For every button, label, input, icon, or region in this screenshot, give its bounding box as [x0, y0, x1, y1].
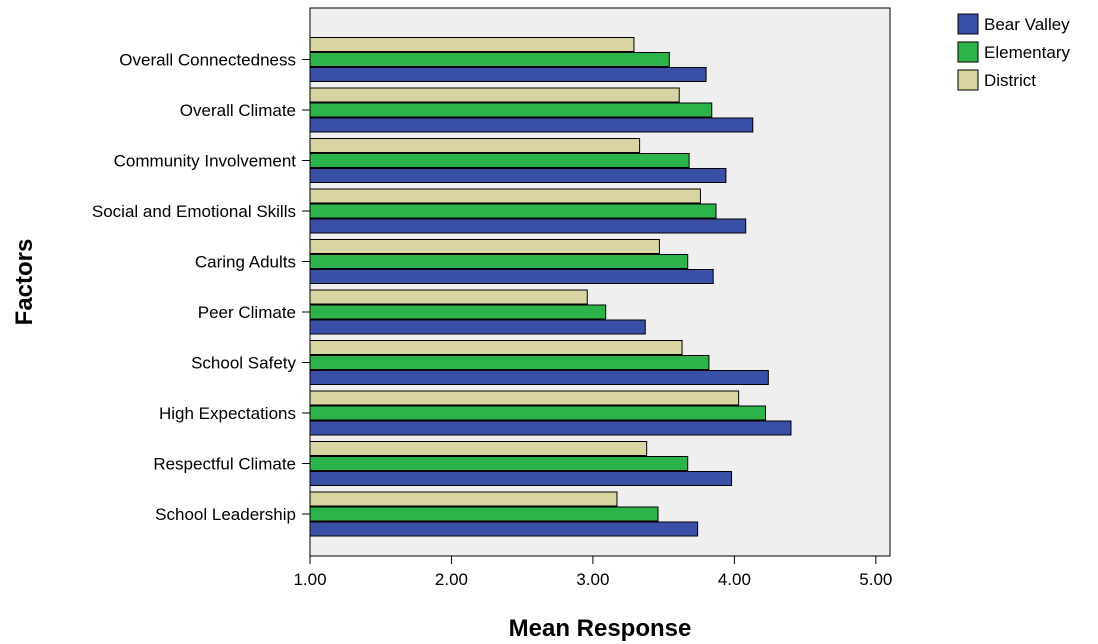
y-tick-label-overall-climate: Overall Climate: [180, 101, 296, 120]
y-axis-title: Factors: [11, 239, 38, 326]
bar-district-caring-adults: [309, 239, 660, 254]
bar-bear-valley-overall-connectedness: [309, 67, 707, 82]
bar-bear-valley-social-and-emotional-skills: [309, 218, 747, 234]
legend: Bear Valley Elementary District: [957, 13, 1070, 91]
y-tick-label-social-and-emotional-skills: Social and Emotional Skills: [92, 202, 296, 221]
bar-bear-valley-peer-climate: [309, 319, 646, 335]
y-axis: Overall Connectedness Overall Climate Comm…: [92, 51, 310, 524]
bar-elementary-respectful-climate: [309, 456, 689, 471]
legend-label-elementary: Elementary: [984, 43, 1070, 62]
bar-bear-valley-caring-adults: [309, 269, 714, 284]
y-tick-label-overall-connectedness: Overall Connectedness: [119, 51, 296, 70]
x-tick-label-1-00: 1.00: [293, 570, 326, 589]
bar-district-overall-connectedness: [309, 37, 635, 52]
bar-elementary-overall-connectedness: [309, 52, 670, 67]
bar-elementary-peer-climate: [309, 304, 607, 320]
bar-district-respectful-climate: [309, 441, 648, 456]
bar-elementary-school-safety: [309, 355, 710, 370]
bar-bear-valley-community-involvement: [309, 168, 727, 183]
bar-bear-valley-high-expectations: [309, 420, 792, 436]
legend-swatch-district: [957, 69, 979, 91]
x-tick-label-3-00: 3.00: [576, 570, 609, 589]
legend-swatch-elementary: [957, 41, 979, 63]
y-tick-label-community-involvement: Community Involvement: [114, 152, 297, 171]
y-tick-label-caring-adults: Caring Adults: [195, 253, 296, 272]
bar-elementary-school-leadership: [309, 506, 659, 522]
bar-bear-valley-respectful-climate: [309, 471, 733, 486]
x-tick-label-4-00: 4.00: [718, 570, 751, 589]
bar-bear-valley-overall-climate: [309, 117, 754, 133]
x-tick-label-2-00: 2.00: [435, 570, 468, 589]
bar-district-social-and-emotional-skills: [309, 188, 701, 204]
legend-label-district: District: [984, 71, 1036, 90]
bar-district-school-safety: [309, 340, 683, 355]
y-tick-label-school-leadership: School Leadership: [155, 505, 296, 524]
y-tick-label-high-expectations: High Expectations: [159, 404, 296, 423]
bar-elementary-overall-climate: [309, 102, 713, 118]
bar-bear-valley-school-safety: [309, 370, 769, 385]
bar-district-community-involvement: [309, 138, 641, 153]
x-axis-title: Mean Response: [509, 615, 692, 642]
y-tick-label-peer-climate: Peer Climate: [198, 303, 296, 322]
legend-label-bear-valley: Bear Valley: [984, 15, 1070, 34]
bar-elementary-social-and-emotional-skills: [309, 203, 717, 219]
x-tick-label-5-00: 5.00: [859, 570, 892, 589]
bar-district-peer-climate: [309, 289, 588, 305]
y-tick-label-school-safety: School Safety: [191, 354, 296, 373]
bars-layer: [309, 37, 792, 537]
bar-district-school-leadership: [309, 491, 618, 507]
y-tick-label-respectful-climate: Respectful Climate: [153, 455, 296, 474]
bar-district-high-expectations: [309, 390, 740, 406]
bar-elementary-high-expectations: [309, 405, 767, 421]
legend-swatch-bear-valley: [957, 13, 979, 35]
x-axis: 1.00 2.00 3.00 4.00 5.00: [293, 556, 892, 589]
bar-district-overall-climate: [309, 87, 680, 103]
bar-elementary-caring-adults: [309, 254, 689, 269]
bar-bear-valley-school-leadership: [309, 521, 699, 537]
bar-elementary-community-involvement: [309, 153, 690, 168]
